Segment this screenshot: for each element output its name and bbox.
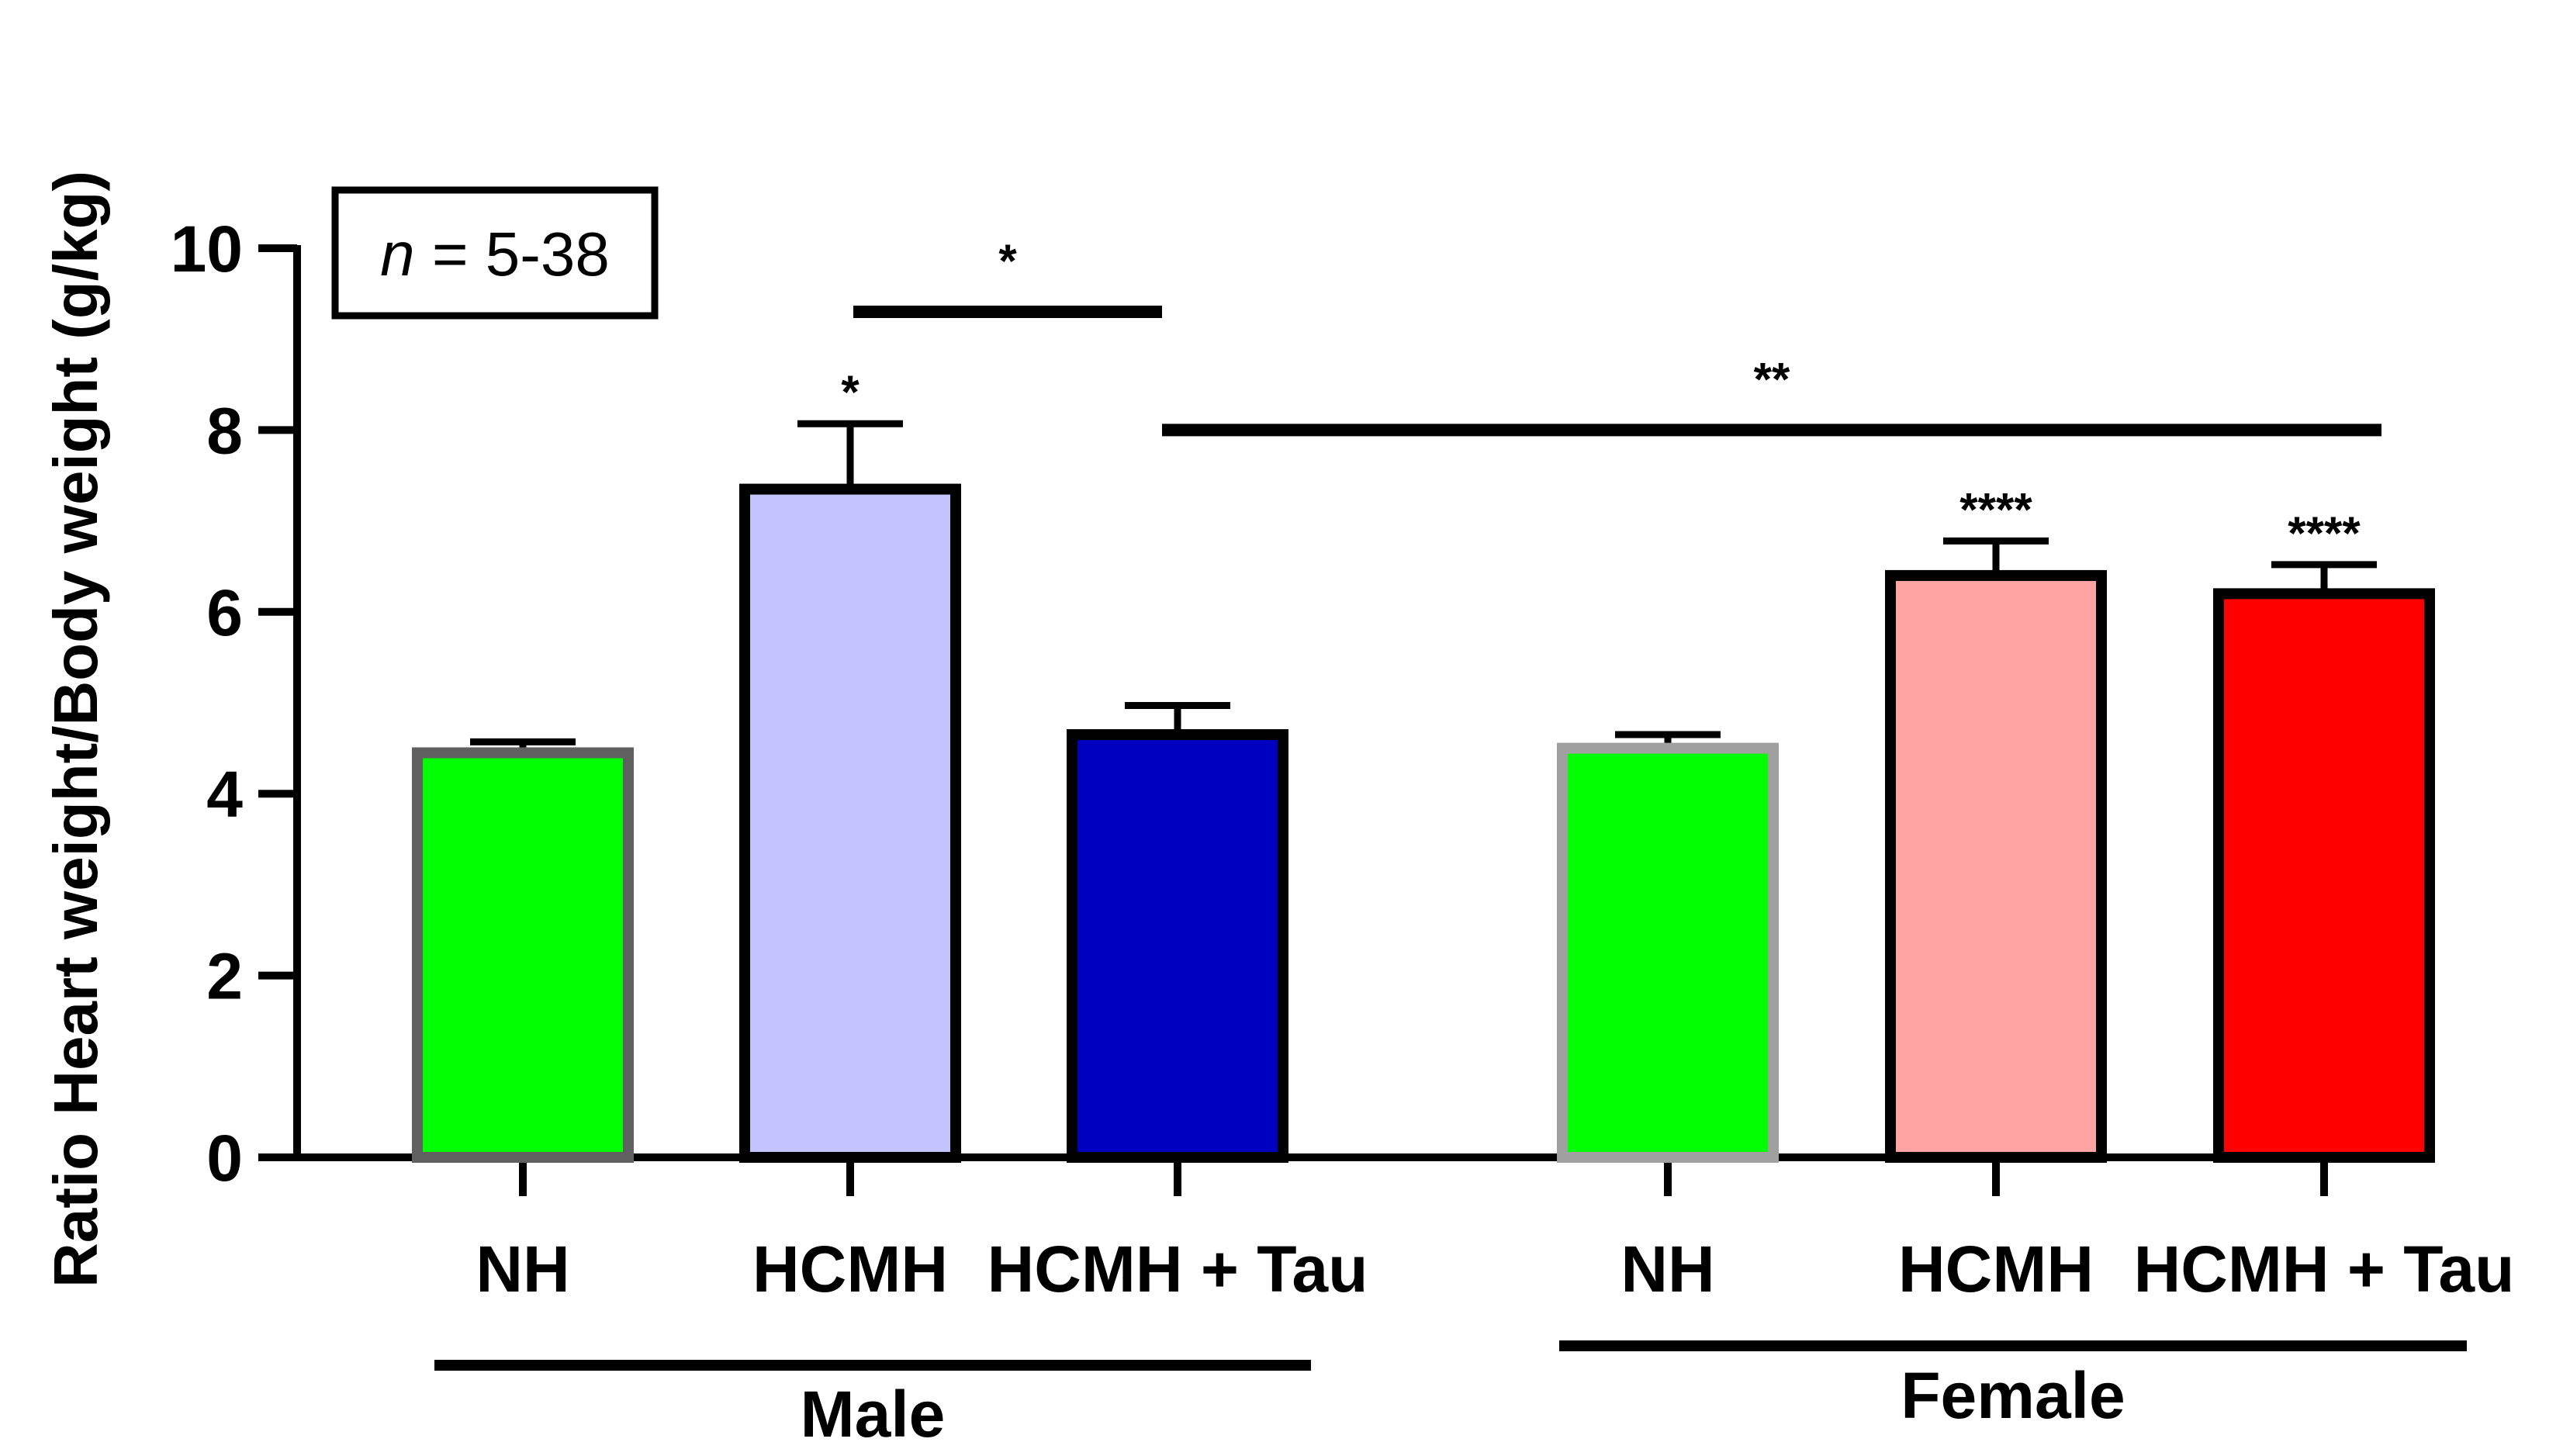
y-tick-label: 8: [206, 394, 243, 467]
y-tick-label: 10: [171, 213, 243, 285]
bar: [1067, 729, 1288, 1163]
bar: [1557, 742, 1779, 1163]
significance-label: ****: [2288, 507, 2361, 559]
bar: [412, 747, 634, 1163]
x-tick-label: HCMH: [1898, 1233, 2094, 1306]
y-axis-label: Ratio Heart weight/Body weight (g/kg): [41, 171, 110, 1288]
y-tick-label: 0: [206, 1122, 243, 1195]
x-tick-label: NH: [476, 1233, 569, 1306]
bar: [2213, 588, 2435, 1163]
x-tick-label: HCMH + Tau: [2134, 1233, 2515, 1306]
sample-size-box: [331, 186, 659, 320]
comparison-label: *: [998, 235, 1017, 287]
axes: 0 2 4 6 8 10 NH HCMH HCMH + Tau NH HCMH HCMH + Tau M…: [171, 213, 2515, 1451]
y-tick-label: 2: [206, 940, 243, 1013]
bars: [412, 420, 2435, 1163]
annotations: ***** *******: [841, 235, 2381, 559]
x-tick-label: HCMH + Tau: [987, 1233, 1368, 1306]
significance-label: ****: [1959, 483, 2032, 535]
bar: [1885, 569, 2107, 1163]
group-label: Male: [801, 1378, 946, 1451]
comparison-label: **: [1754, 353, 1790, 405]
bar: [739, 483, 961, 1163]
significance-label: *: [841, 366, 860, 418]
y-tick-label: 4: [206, 758, 243, 831]
x-tick-label: HCMH: [752, 1233, 948, 1306]
x-tick-label: NH: [1620, 1233, 1714, 1306]
y-tick-label: 6: [206, 576, 243, 649]
sample-size-label: n = 5-38: [380, 220, 610, 289]
group-label: Female: [1901, 1359, 2125, 1432]
